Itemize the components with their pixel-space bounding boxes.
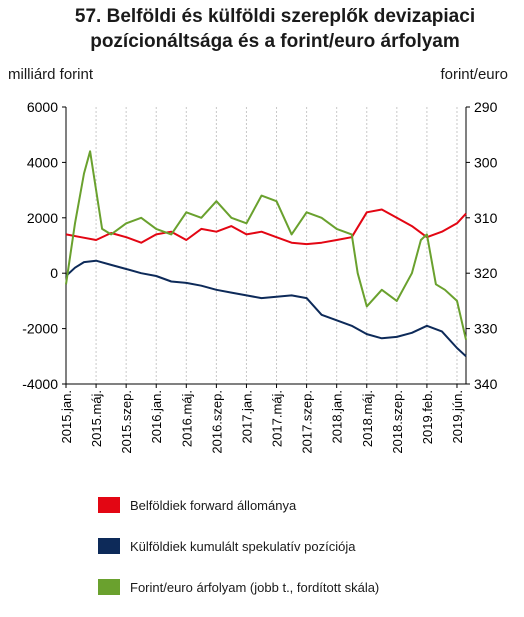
y-tick-label: 2000 — [27, 210, 58, 226]
y-tick-label: -2000 — [22, 321, 58, 337]
x-tick-label: 2017.máj. — [270, 390, 285, 447]
x-tick-label: 2018.szep. — [390, 390, 405, 454]
line-chart: 6000 4000 2000 0 -2000 -4000 290 300 310 320 330 34… — [22, 99, 497, 454]
legend-label: Külföldiek kumulált spekulatív pozíciója — [130, 538, 356, 554]
series-line-0 — [65, 208, 467, 246]
tick-labels: 6000 4000 2000 0 -2000 -4000 290 300 310 320 330 34… — [22, 99, 497, 454]
grid — [65, 107, 458, 384]
y2-tick-label: 290 — [474, 99, 498, 115]
y2-tick-label: 320 — [474, 265, 498, 281]
legend-swatch-speculative — [98, 538, 120, 554]
x-tick-label: 2016.szep. — [209, 390, 224, 454]
y2-tick-label: 330 — [474, 321, 498, 337]
chart-title: 57. Belföldi és külföldi szereplők deviz… — [74, 6, 476, 52]
y-tick-label: 4000 — [27, 154, 58, 170]
series-line-1 — [65, 259, 467, 358]
y2-tick-label: 340 — [474, 376, 498, 392]
x-tick-label: 2017.szep. — [300, 390, 315, 454]
x-tick-label: 2016.máj. — [179, 390, 194, 447]
x-tick-label: 2016.jan. — [149, 390, 164, 444]
x-tick-label: 2018.máj. — [360, 390, 375, 447]
legend-swatch-forward — [98, 497, 120, 513]
y-tick-label: 6000 — [27, 99, 58, 115]
legend-item: Belföldiek forward állománya — [98, 494, 379, 516]
legend-item: Külföldiek kumulált spekulatív pozíciója — [98, 535, 379, 557]
legend-item: Forint/euro árfolyam (jobb t., fordított… — [98, 576, 379, 598]
series-line-2 — [65, 150, 467, 340]
x-tick-label: 2015.jan. — [59, 390, 74, 444]
x-tick-label: 2019.jún. — [450, 390, 465, 444]
left-axis-label: milliárd forint — [8, 66, 94, 83]
legend: Belföldiek forward állománya Külföldiek … — [98, 494, 379, 617]
x-tick-label: 2017.jan. — [239, 390, 254, 444]
x-tick-label: 2019.feb. — [420, 390, 435, 444]
x-tick-label: 2018.jan. — [330, 390, 345, 444]
y-tick-label: 0 — [50, 265, 58, 281]
y2-tick-label: 300 — [474, 154, 498, 170]
x-tick-label: 2015.szep. — [119, 390, 134, 454]
y-tick-label: -4000 — [22, 376, 58, 392]
series-lines — [65, 150, 467, 358]
y2-tick-label: 310 — [474, 210, 498, 226]
legend-label: Forint/euro árfolyam (jobb t., fordított… — [130, 579, 380, 595]
axes — [62, 106, 470, 388]
right-axis-label: forint/euro — [440, 66, 508, 83]
legend-label: Belföldiek forward állománya — [130, 497, 297, 513]
legend-swatch-exchange-rate — [98, 579, 120, 595]
x-tick-label: 2015.máj. — [89, 390, 104, 447]
